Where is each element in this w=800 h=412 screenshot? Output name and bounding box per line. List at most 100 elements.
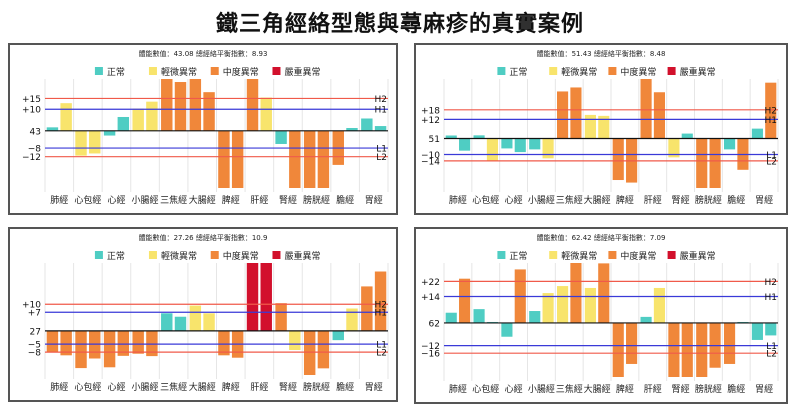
bar-11-left — [724, 322, 736, 364]
x-category-label: 小腸經 — [132, 381, 159, 393]
threshold-name-label: H1 — [375, 309, 388, 319]
y-tick-label: −8 — [28, 145, 42, 155]
bar-5-right — [174, 82, 187, 131]
balance-value: 10.9 — [252, 234, 268, 242]
x-category-label: 胃經 — [365, 381, 383, 393]
chart-panel-1: 體能數值：43.08 總經絡平衡指數：8.93 正常 輕微異常 中度異常 嚴重異常 +15… — [8, 43, 398, 215]
bar-8-right — [260, 97, 272, 131]
legend-swatch — [608, 251, 617, 259]
bar-4-left — [529, 138, 541, 150]
bar-5-left — [557, 91, 569, 139]
bar-1-left — [445, 312, 457, 323]
bar-9-left — [668, 322, 680, 377]
bar-7-right — [231, 130, 244, 188]
balance-value: 8.48 — [650, 50, 666, 58]
legend-label: 中度異常 — [620, 250, 656, 262]
threshold-name-label: H2 — [375, 301, 388, 311]
balance-label: 總經絡平衡指數： — [594, 233, 650, 242]
legend-swatch — [667, 67, 676, 75]
bar-1-right — [459, 278, 471, 323]
threshold-name-label: L2 — [376, 153, 387, 163]
baseline-label: 51 — [429, 135, 440, 145]
legend-swatch — [210, 67, 219, 75]
balance-label: 總經絡平衡指數： — [196, 49, 252, 58]
x-category-label: 胃經 — [755, 383, 773, 395]
balance-value: 8.93 — [252, 50, 268, 58]
bar-9-left — [668, 138, 680, 158]
x-category-label: 脾經 — [222, 381, 240, 393]
legend-swatch — [148, 251, 157, 259]
bar-4-left — [132, 108, 144, 131]
bar-7-left — [612, 138, 624, 181]
threshold-name-label: L1 — [376, 145, 387, 155]
chart-svg: 體能數值：51.43 總經絡平衡指數：8.48 正常 輕微異常 中度異常 嚴重異常 +18… — [421, 49, 779, 206]
x-category-label: 膀胱經 — [303, 194, 330, 206]
legend-swatch — [549, 67, 558, 75]
bar-4-left — [529, 311, 541, 323]
balance-value: 7.09 — [650, 234, 666, 242]
bar-2-right — [486, 138, 498, 161]
bar-12-left — [751, 322, 763, 340]
chart-svg: 體能數值：27.26 總經絡平衡指數：10.9 正常 輕微異常 中度異常 嚴重異常 +10… — [22, 233, 389, 393]
legend-swatch — [94, 67, 103, 75]
bar-10-right — [317, 330, 330, 369]
bar-5-left — [557, 286, 569, 323]
x-category-label: 大腸經 — [584, 194, 611, 206]
y-tick-label: +22 — [421, 278, 440, 288]
bar-2-left — [473, 135, 485, 139]
x-category-label: 膀胱經 — [695, 383, 722, 395]
x-category-label: 膽經 — [336, 194, 354, 206]
legend-swatch — [549, 251, 558, 259]
threshold-name-label: L1 — [766, 151, 777, 161]
legend-label: 正常 — [107, 66, 125, 78]
y-tick-label: −5 — [28, 341, 41, 351]
legend-swatch — [667, 251, 676, 259]
bar-10-left — [696, 138, 708, 188]
bar-7-left — [218, 130, 230, 188]
legend-swatch — [272, 251, 281, 259]
x-category-label: 肺經 — [449, 383, 467, 395]
bar-9-left — [275, 130, 287, 144]
y-tick-label: −10 — [421, 151, 440, 161]
bar-5-left — [161, 313, 173, 331]
legend-swatch — [497, 67, 506, 75]
legend-label: 嚴重異常 — [680, 250, 716, 262]
bar-10-right — [317, 130, 330, 188]
bar-11-right — [346, 127, 358, 131]
y-tick-label: +10 — [22, 106, 41, 116]
legend-swatch — [608, 67, 617, 75]
bar-3-left — [501, 138, 513, 149]
x-category-label: 大腸經 — [189, 194, 216, 206]
bar-4-right — [542, 293, 554, 323]
bar-7-left — [612, 322, 624, 377]
bar-3-left — [103, 130, 116, 136]
bar-12-left — [361, 118, 373, 131]
x-category-label: 腎經 — [279, 381, 297, 393]
x-category-label: 大腸經 — [189, 381, 216, 393]
page-title: 鐵三角經絡型態與蕁麻疹的真實案例 — [215, 12, 584, 37]
legend-swatch — [148, 67, 157, 75]
x-category-label: 肺經 — [449, 194, 467, 206]
bar-9-left — [275, 303, 287, 331]
x-category-label: 肝經 — [250, 194, 268, 206]
stamina-value: 27.26 — [174, 234, 195, 242]
stamina-label: 體能數值： — [139, 49, 174, 58]
bar-8-left — [246, 79, 259, 131]
bar-1-left — [46, 127, 59, 131]
y-tick-label: +10 — [22, 301, 41, 311]
legend-label: 輕微異常 — [561, 66, 597, 78]
legend-label: 中度異常 — [223, 250, 259, 262]
legend-label: 嚴重異常 — [284, 250, 320, 262]
x-category-label: 膀胱經 — [695, 194, 722, 206]
bar-12-left — [751, 128, 763, 139]
bar-2-left — [75, 330, 87, 369]
bar-6-right — [598, 263, 610, 323]
bar-6-right — [203, 92, 215, 131]
chart-header: 體能數值：51.43 總經絡平衡指數：8.48 — [537, 49, 666, 58]
x-category-label: 心包經 — [74, 194, 101, 206]
y-tick-label: +12 — [421, 116, 440, 126]
threshold-name-label: H2 — [375, 95, 388, 105]
bar-9-right — [681, 133, 693, 139]
bar-5-right — [174, 316, 187, 331]
x-category-label: 膽經 — [727, 383, 745, 395]
